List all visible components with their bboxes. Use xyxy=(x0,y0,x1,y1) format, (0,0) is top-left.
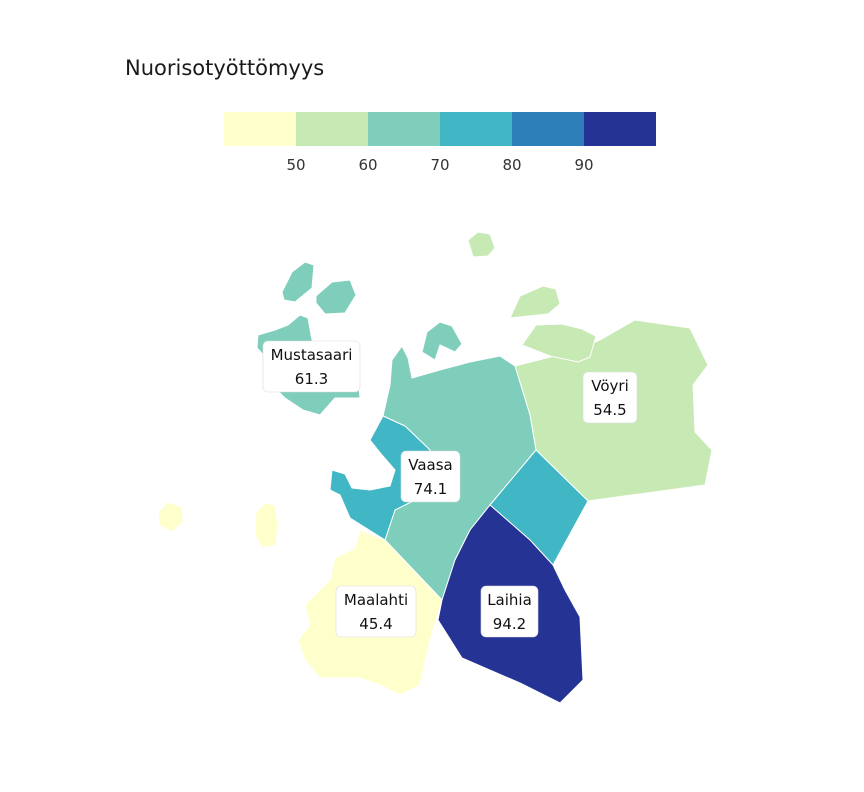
legend-swatch-4 xyxy=(440,112,512,146)
legend-swatch-6 xyxy=(584,112,656,146)
legend-swatch-2 xyxy=(296,112,368,146)
legend-tick-80: 80 xyxy=(502,156,521,174)
label-laihia: Laihia 94.2 xyxy=(480,585,539,638)
label-voyri: Vöyri 54.5 xyxy=(582,371,638,424)
label-mustasaari: Mustasaari 61.3 xyxy=(262,340,361,393)
label-maalahti: Maalahti 45.4 xyxy=(335,585,417,638)
legend-tick-50: 50 xyxy=(286,156,305,174)
legend-swatch-5 xyxy=(512,112,584,146)
region-name-label: Maalahti xyxy=(344,591,408,609)
region-value-label: 61.3 xyxy=(295,370,328,388)
legend-tick-90: 90 xyxy=(574,156,593,174)
legend-tick-70: 70 xyxy=(430,156,449,174)
region-value-label: 94.2 xyxy=(493,615,526,633)
label-vaasa: Vaasa 74.1 xyxy=(400,450,461,503)
region-name-label: Mustasaari xyxy=(271,346,353,364)
region-name-label: Vöyri xyxy=(591,377,629,395)
region-value-label: 54.5 xyxy=(593,401,626,419)
map-title: Nuorisotyöttömyys xyxy=(125,56,325,80)
region-value-label: 45.4 xyxy=(359,615,392,633)
legend-swatch-3 xyxy=(368,112,440,146)
region-name-label: Vaasa xyxy=(408,456,453,474)
legend-swatch-1 xyxy=(224,112,296,146)
legend: 50 60 70 80 90 xyxy=(224,112,656,174)
region-value-label: 74.1 xyxy=(414,480,447,498)
region-name-label: Laihia xyxy=(487,591,532,609)
legend-tick-60: 60 xyxy=(358,156,377,174)
